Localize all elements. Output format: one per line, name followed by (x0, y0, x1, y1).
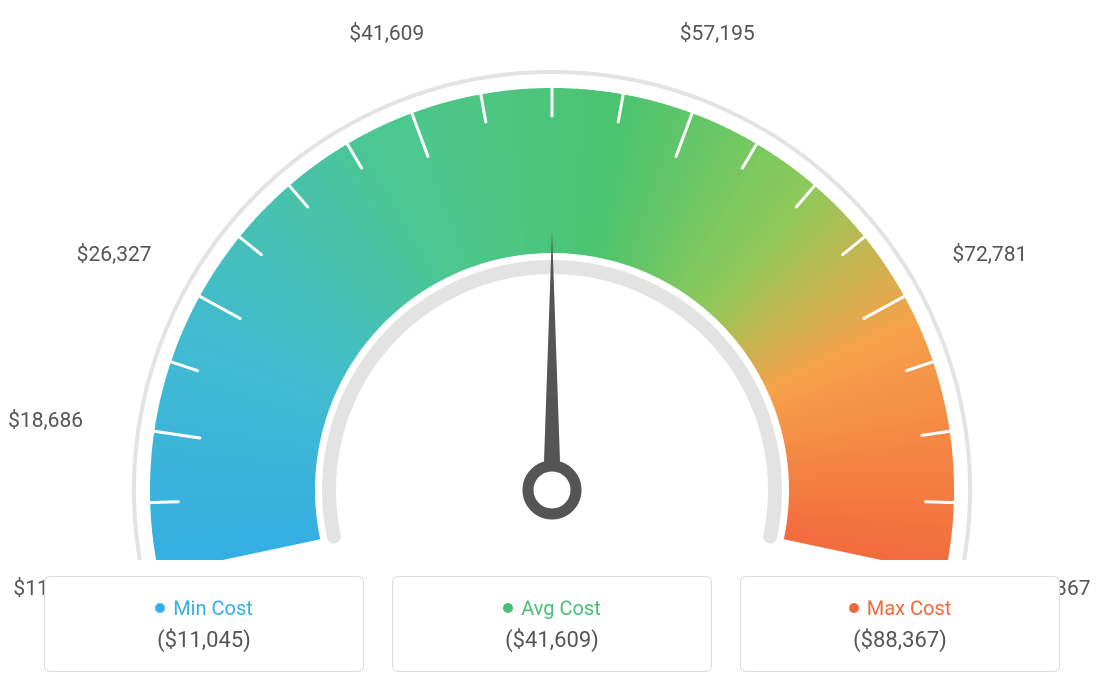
max-cost-card: Max Cost ($88,367) (740, 576, 1060, 672)
max-card-header: Max Cost (849, 596, 952, 620)
scale-label: $57,195 (680, 22, 755, 46)
min-cost-value: ($11,045) (157, 628, 251, 653)
max-cost-title: Max Cost (867, 596, 952, 620)
max-cost-value: ($88,367) (853, 628, 947, 653)
avg-cost-value: ($41,609) (505, 628, 599, 653)
chart-container: $11,045$18,686$26,327$41,609$57,195$72,7… (0, 0, 1104, 690)
min-cost-title: Min Cost (173, 596, 253, 620)
gauge-area: $11,045$18,686$26,327$41,609$57,195$72,7… (22, 20, 1082, 560)
scale-label: $72,781 (952, 242, 1027, 266)
avg-dot-icon (503, 603, 513, 613)
min-card-header: Min Cost (155, 596, 253, 620)
avg-cost-card: Avg Cost ($41,609) (392, 576, 712, 672)
scale-label: $41,609 (349, 22, 424, 46)
scale-label: $26,327 (77, 242, 152, 266)
gauge-svg (22, 20, 1082, 560)
scale-label: $18,686 (8, 409, 83, 433)
avg-card-header: Avg Cost (503, 596, 601, 620)
min-cost-card: Min Cost ($11,045) (44, 576, 364, 672)
legend-cards: Min Cost ($11,045) Avg Cost ($41,609) Ma… (44, 576, 1060, 672)
avg-cost-title: Avg Cost (521, 596, 601, 620)
max-dot-icon (849, 603, 859, 613)
min-dot-icon (155, 603, 165, 613)
